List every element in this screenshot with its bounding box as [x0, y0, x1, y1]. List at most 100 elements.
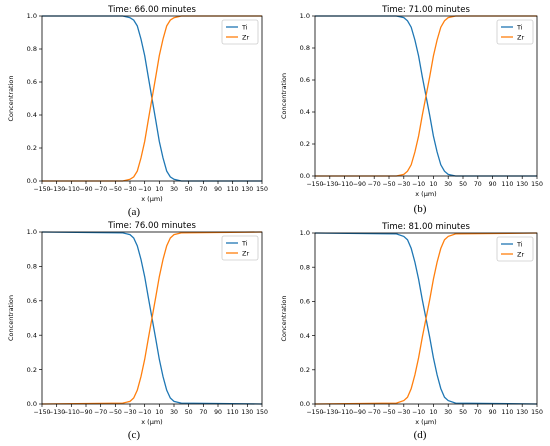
legend-box — [221, 19, 259, 45]
y-tick-label: 0.8 — [300, 44, 310, 52]
x-tick-label: 150 — [256, 409, 268, 416]
chart-panel-d: Time: 81.00 minutes −150 −130 −110 −90 −70 −50… — [275, 222, 550, 446]
x-tick-label: −70 — [94, 186, 107, 193]
x-tick-label: −150 — [34, 409, 51, 416]
x-tick-label: −50 — [109, 186, 122, 193]
y-axis-label: Concentration — [7, 295, 15, 341]
x-tick-label: −50 — [382, 409, 395, 416]
x-tick-label: 110 — [501, 409, 513, 416]
chart-panel-a: Time: 66.00 minutes −150 −130 −110 −90 −70 −50… — [0, 0, 275, 223]
y-axis-label: Concentration — [280, 296, 288, 342]
x-tick-label: 130 — [241, 409, 253, 416]
x-tick-label: 30 — [444, 409, 452, 416]
x-tick-label: −30 — [123, 186, 136, 193]
x-tick-label: 50 — [459, 409, 467, 416]
x-tick-label: 30 — [170, 409, 178, 416]
y-tick-label: 0.2 — [27, 144, 37, 152]
x-tick-label: 70 — [474, 181, 482, 188]
x-tick-label: 10 — [429, 409, 437, 416]
y-tick-label: 1.0 — [300, 229, 310, 237]
y-tick-label: 0.6 — [27, 297, 37, 305]
series-line-zr — [315, 15, 537, 177]
panel-label-d: (d) — [413, 429, 427, 441]
chart-title: Time: 71.00 minutes — [381, 5, 470, 15]
x-tick-label: −130 — [48, 186, 65, 193]
x-tick-label: 50 — [185, 186, 193, 193]
x-tick-label: 110 — [501, 181, 513, 188]
chart-title: Time: 76.00 minutes — [107, 221, 196, 231]
legend: Ti Zr — [496, 236, 534, 262]
legend: Ti Zr — [221, 19, 259, 45]
x-axis-label: x (μm) — [415, 190, 436, 198]
x-tick-label: −130 — [321, 409, 338, 416]
chart-panel-b: Time: 71.00 minutes −150 −130 −110 −90 −70 −50… — [275, 0, 550, 223]
x-tick-label: −70 — [368, 181, 381, 188]
x-tick-label: 110 — [227, 186, 239, 193]
plot-frame — [314, 232, 538, 405]
series-line-zr — [42, 15, 262, 182]
chart-svg-a: Time: 66.00 minutes −150−130−110 −90 −70 −50… — [7, 5, 268, 203]
y-axis-label: Concentration — [7, 76, 15, 122]
panel-label-c: (c) — [127, 429, 141, 441]
x-tick-label: 150 — [256, 186, 268, 193]
x-tick-label: 130 — [241, 186, 253, 193]
legend-label-ti: Ti — [516, 23, 523, 31]
x-axis-label: x (μm) — [141, 195, 162, 203]
x-axis-label: x (μm) — [141, 418, 162, 426]
x-tick-label: −10 — [412, 409, 425, 416]
legend-label-ti: Ti — [516, 240, 523, 248]
y-tick-label: 0.2 — [300, 366, 310, 374]
x-tick-label: −110 — [63, 409, 80, 416]
chart-title: Time: 81.00 minutes — [381, 222, 470, 232]
legend-box — [496, 19, 534, 45]
x-tick-label: −90 — [353, 181, 366, 188]
y-tick-label: 0.0 — [300, 400, 310, 408]
x-tick-label: −10 — [138, 409, 151, 416]
x-tick-label: −30 — [123, 409, 136, 416]
x-tick-label: 90 — [489, 409, 497, 416]
x-tick-label: 90 — [489, 181, 497, 188]
legend-label-zr: Zr — [517, 250, 524, 258]
y-tick-label: 0.2 — [300, 140, 310, 148]
x-tick-label: −90 — [79, 186, 92, 193]
y-tick-label: 0.6 — [300, 298, 310, 306]
legend: Ti Zr — [221, 235, 259, 261]
x-tick-label: 110 — [227, 409, 239, 416]
x-tick-label: −10 — [138, 186, 151, 193]
chart-panel-c: Time: 76.00 minutes −150 −130 −110 −90 −70 −50… — [0, 221, 275, 446]
y-axis-label: Concentration — [280, 73, 288, 119]
x-tick-label: −150 — [34, 186, 51, 193]
legend-box — [496, 236, 534, 262]
legend-label-zr: Zr — [242, 33, 249, 41]
y-tick-label: 0.8 — [27, 263, 37, 271]
y-tick-label: 0.0 — [300, 172, 310, 180]
legend-box — [221, 235, 259, 261]
x-tick-label: 150 — [531, 409, 543, 416]
plot-frame — [314, 15, 538, 177]
x-tick-label: −50 — [109, 409, 122, 416]
x-tick-label: 70 — [199, 409, 207, 416]
plot-frame — [41, 15, 263, 182]
y-tick-label: 1.0 — [27, 12, 37, 20]
chart-svg-c: Time: 76.00 minutes −150−130−110 −90 −70 −50… — [7, 221, 268, 426]
series-line-zr — [41, 231, 263, 405]
x-tick-label: −130 — [321, 181, 338, 188]
y-tick-label: 0.4 — [27, 331, 37, 339]
x-tick-label: 90 — [214, 186, 222, 193]
x-tick-label: −130 — [48, 409, 65, 416]
x-tick-label: 50 — [185, 409, 193, 416]
x-axis-label: x (μm) — [415, 418, 436, 426]
x-tick-label: −30 — [397, 181, 410, 188]
legend: Ti Zr — [496, 19, 534, 45]
x-tick-label: −30 — [397, 409, 410, 416]
legend-label-zr: Zr — [517, 33, 524, 41]
chart-title: Time: 66.00 minutes — [107, 5, 196, 15]
panel-label-a: (a) — [127, 206, 141, 218]
y-tick-label: 0.8 — [300, 263, 310, 271]
panel-label-b: (b) — [413, 203, 427, 215]
x-tick-label: 30 — [170, 186, 178, 193]
x-tick-label: −90 — [353, 409, 366, 416]
x-tick-label: 70 — [199, 186, 207, 193]
chart-svg-d: Time: 81.00 minutes −150−130−110 −90 −70 −50… — [280, 222, 543, 426]
